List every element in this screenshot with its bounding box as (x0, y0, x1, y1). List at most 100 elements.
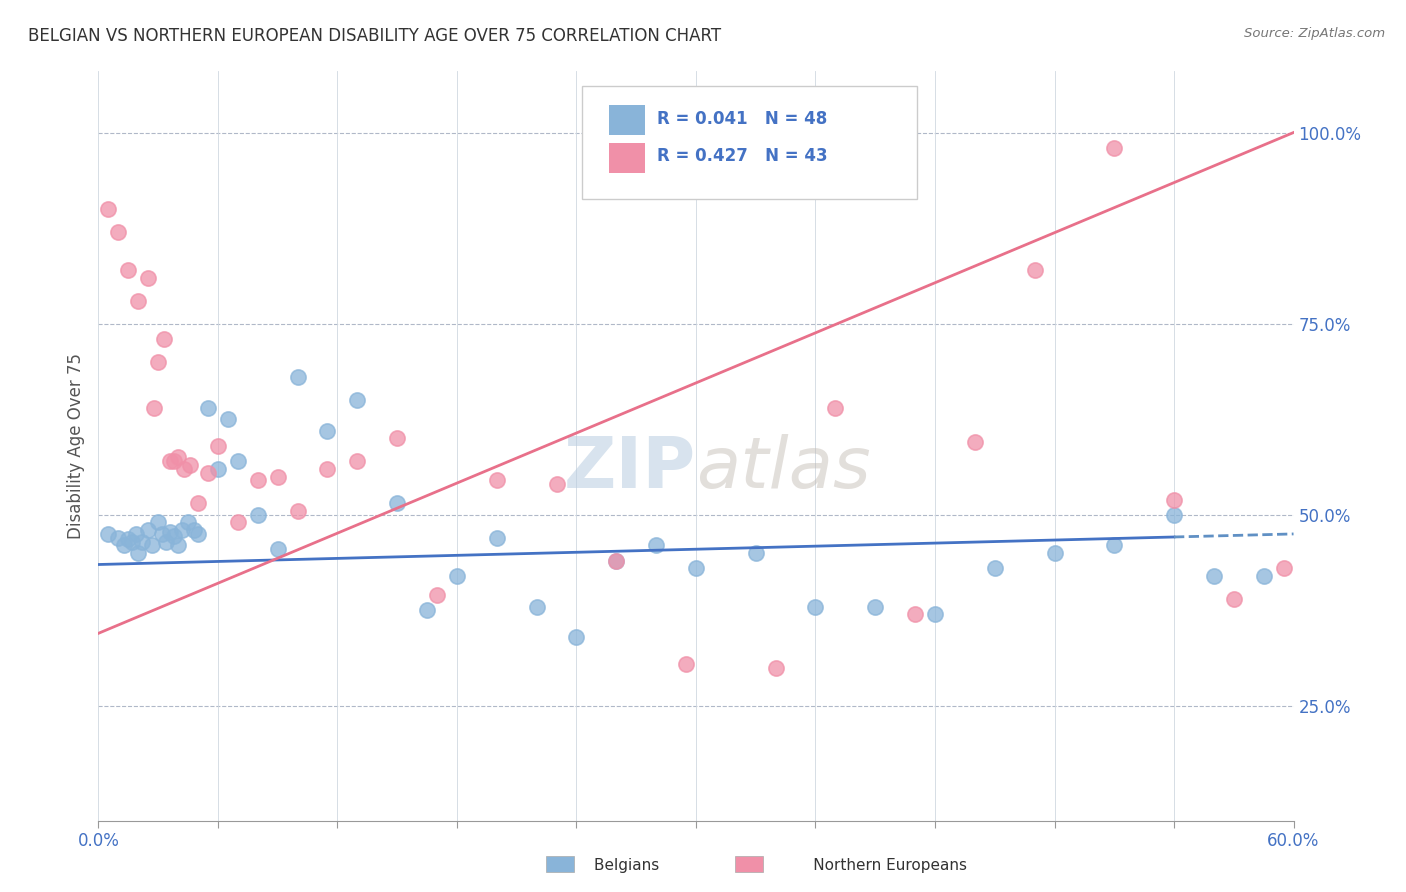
Text: ZIP: ZIP (564, 434, 696, 503)
Bar (609, 143, 644, 172)
Point (246, 508, 269, 522)
Point (1163, 492, 1185, 507)
Bar (546, 856, 574, 872)
Bar (609, 105, 644, 135)
Point (155, 534, 177, 549)
Point (136, 523, 159, 537)
Point (824, 401, 846, 415)
Point (745, 546, 768, 560)
Point (117, 263, 139, 277)
Point (153, 332, 176, 346)
Point (963, 435, 986, 450)
Point (107, 225, 129, 239)
Point (148, 516, 170, 530)
Point (141, 538, 163, 552)
Point (446, 569, 468, 583)
Point (765, 661, 787, 675)
Point (1104, 538, 1126, 552)
Point (804, 599, 827, 614)
Point (226, 516, 249, 530)
Point (1382, 748, 1405, 763)
Point (136, 270, 159, 285)
Text: atlas: atlas (696, 434, 870, 503)
Point (645, 538, 668, 552)
Point (287, 370, 309, 384)
Point (179, 458, 201, 472)
Point (904, 607, 927, 622)
Point (159, 454, 181, 468)
Point (865, 599, 887, 614)
Point (485, 474, 508, 488)
Text: Belgians: Belgians (555, 858, 659, 872)
Point (183, 523, 205, 537)
Point (117, 533, 139, 547)
Point (1104, 141, 1126, 155)
Point (316, 462, 339, 476)
Point (121, 534, 143, 549)
FancyBboxPatch shape (582, 87, 917, 199)
Point (385, 431, 409, 445)
Point (485, 531, 508, 545)
Point (1202, 569, 1225, 583)
Point (1343, 377, 1365, 392)
Point (565, 630, 588, 644)
Point (150, 527, 173, 541)
Point (267, 542, 290, 557)
Point (187, 496, 209, 510)
Point (385, 496, 409, 510)
Point (163, 454, 186, 468)
Point (167, 538, 190, 552)
Point (984, 561, 1007, 575)
Point (426, 588, 449, 602)
Point (226, 454, 249, 468)
Point (163, 529, 186, 543)
Point (131, 534, 153, 549)
Point (685, 561, 707, 575)
Point (1043, 546, 1066, 560)
Point (546, 477, 568, 491)
Point (246, 474, 269, 488)
Text: Source: ZipAtlas.com: Source: ZipAtlas.com (1244, 27, 1385, 40)
Text: BELGIAN VS NORTHERN EUROPEAN DISABILITY AGE OVER 75 CORRELATION CHART: BELGIAN VS NORTHERN EUROPEAN DISABILITY … (28, 27, 721, 45)
Point (177, 516, 200, 530)
Point (148, 355, 170, 369)
Point (1302, 439, 1324, 453)
Point (1272, 561, 1295, 575)
Point (675, 657, 697, 671)
Point (1253, 569, 1275, 583)
Point (207, 439, 229, 453)
Point (207, 462, 229, 476)
Point (924, 607, 946, 622)
Point (187, 527, 209, 541)
Point (217, 412, 239, 426)
Point (605, 554, 627, 568)
Point (287, 504, 309, 518)
Point (197, 401, 219, 415)
Point (112, 538, 135, 552)
Point (1024, 263, 1046, 277)
Point (167, 450, 190, 465)
Point (416, 603, 439, 617)
Point (346, 454, 368, 468)
Point (173, 462, 195, 476)
Point (127, 293, 149, 308)
Point (97, 202, 120, 216)
Point (605, 554, 627, 568)
Text: Northern Europeans: Northern Europeans (745, 858, 967, 872)
Point (526, 599, 548, 614)
Text: R = 0.041   N = 48: R = 0.041 N = 48 (657, 110, 827, 128)
Point (267, 469, 290, 483)
Point (346, 393, 368, 408)
Point (125, 527, 148, 541)
Point (143, 401, 166, 415)
Point (159, 524, 181, 539)
Point (127, 546, 149, 560)
Point (1163, 508, 1185, 522)
Point (1223, 591, 1246, 606)
Text: R = 0.427   N = 43: R = 0.427 N = 43 (657, 147, 827, 165)
Y-axis label: Disability Age Over 75: Disability Age Over 75 (66, 353, 84, 539)
Point (197, 466, 219, 480)
Point (97, 527, 120, 541)
Point (107, 531, 129, 545)
Point (172, 523, 194, 537)
